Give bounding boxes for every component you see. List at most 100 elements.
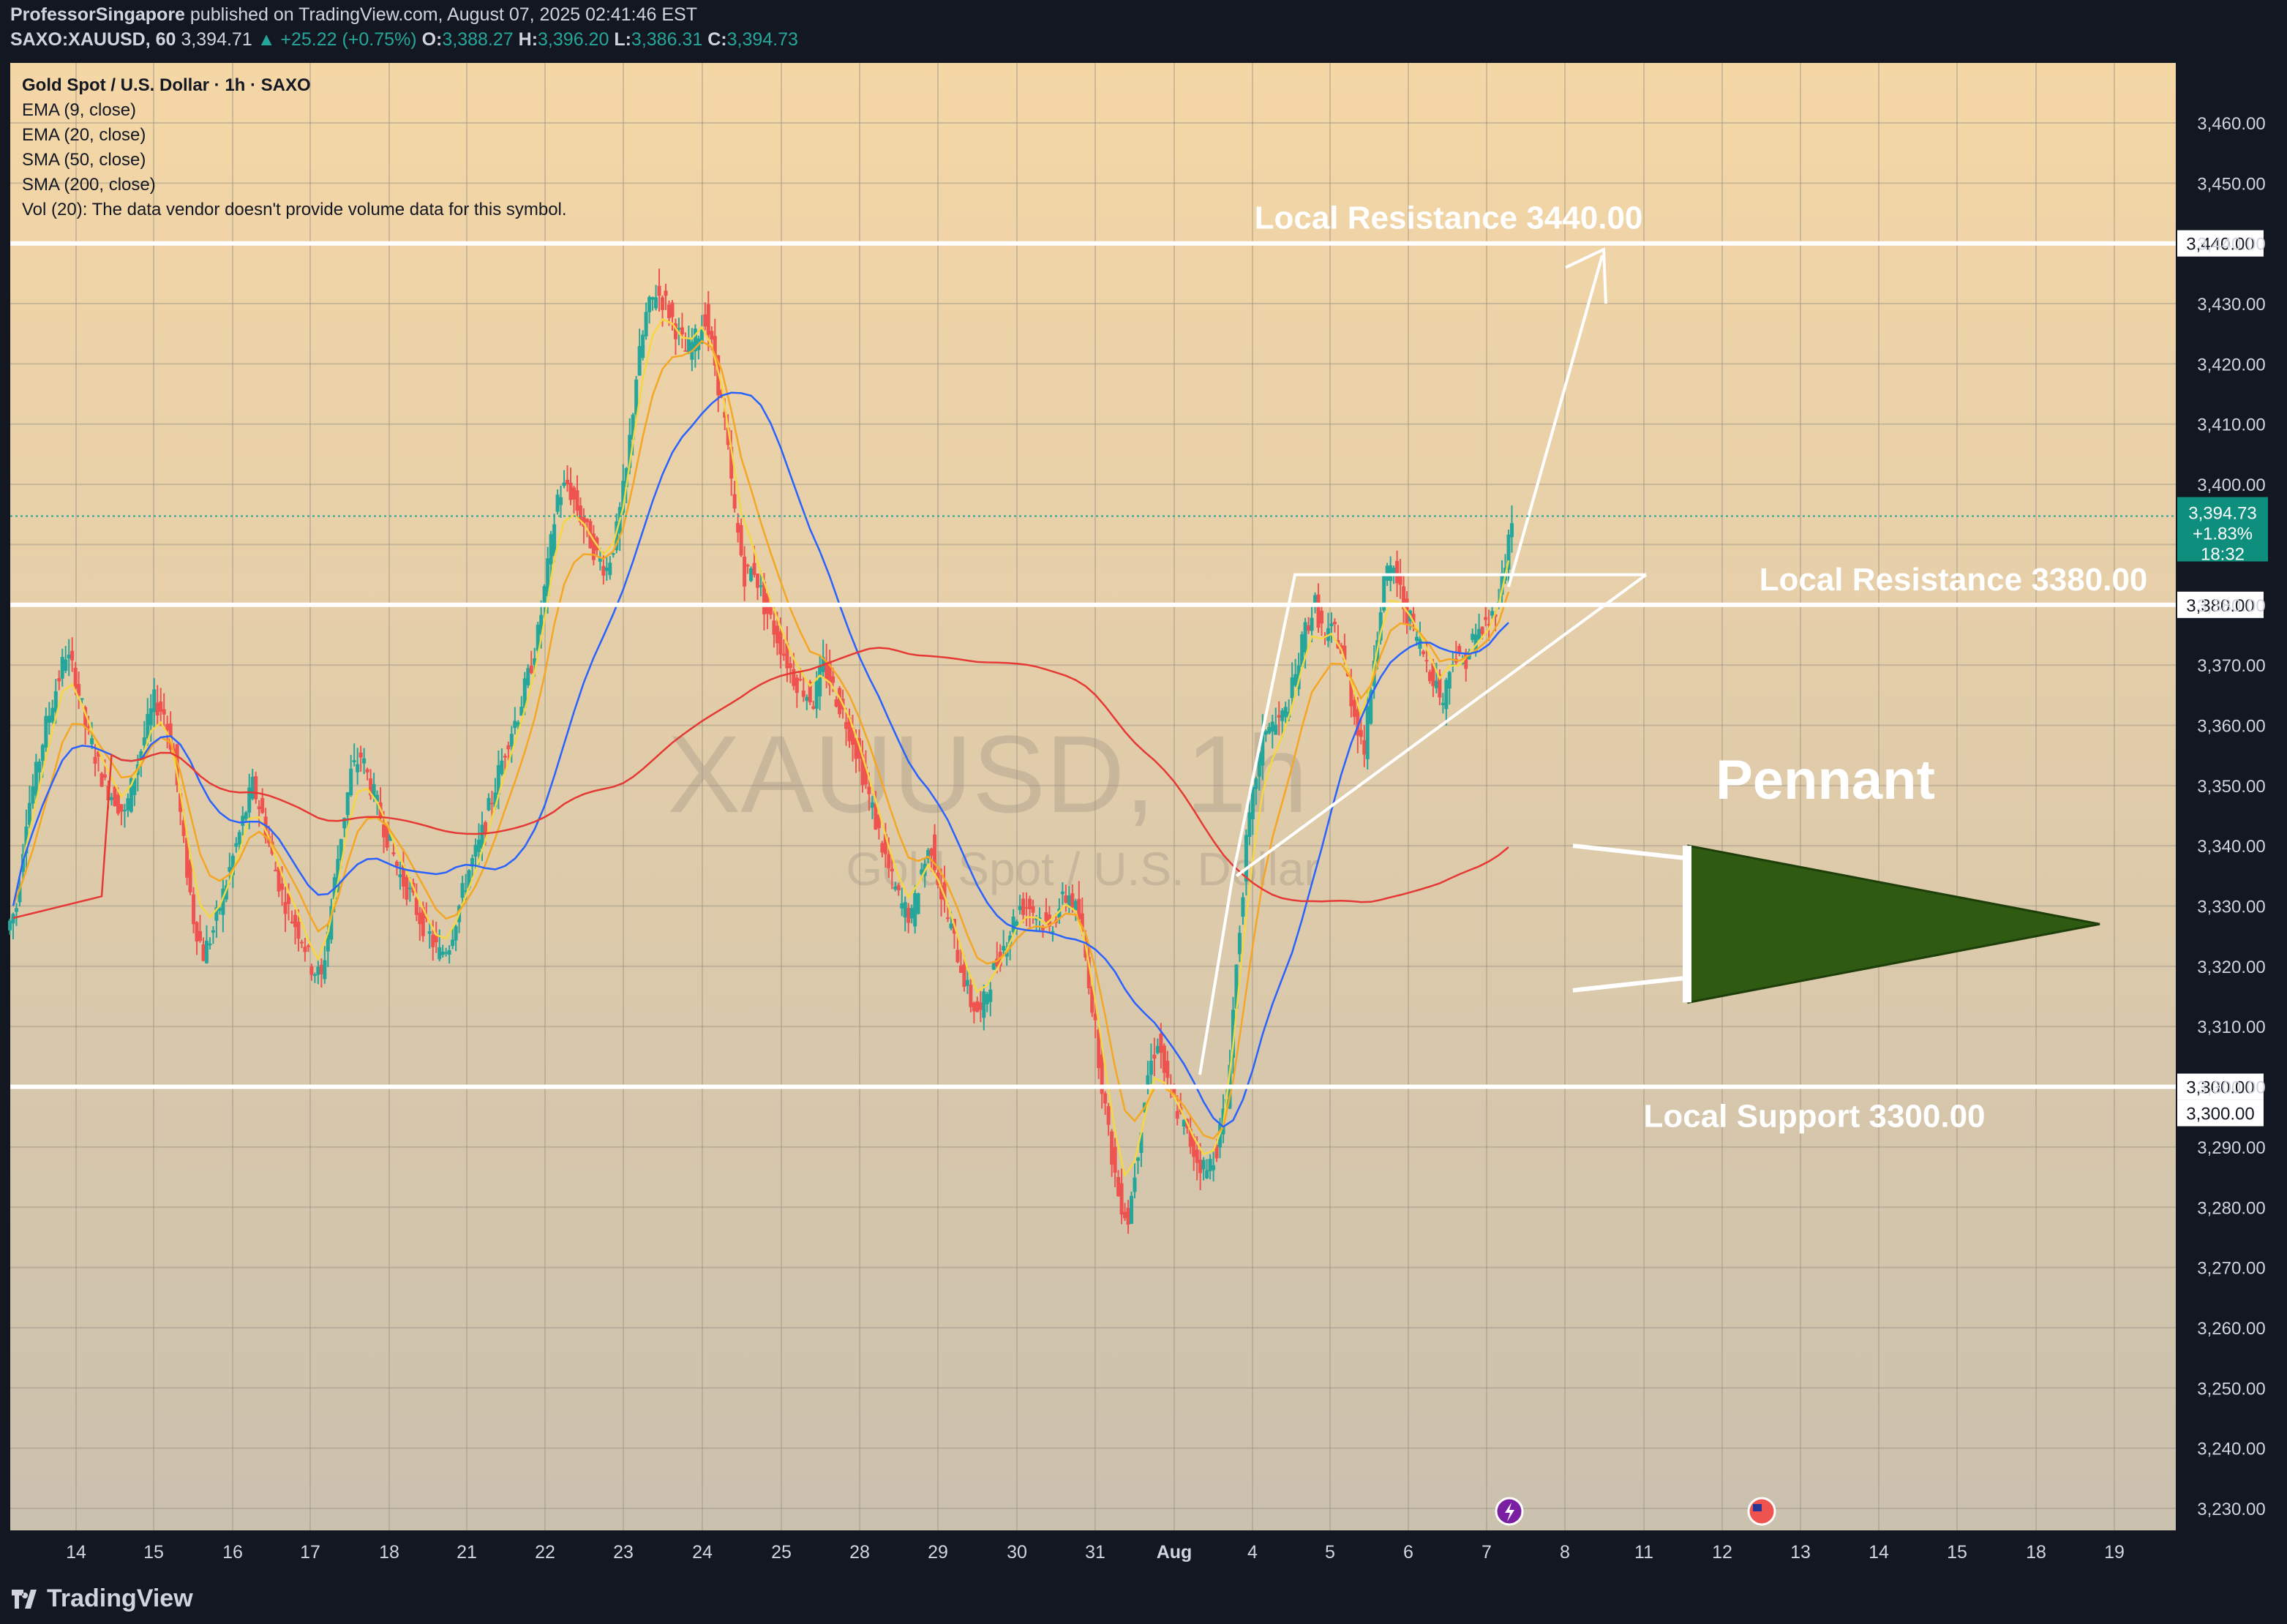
candle-body <box>224 885 228 900</box>
legend-ema9[interactable]: EMA (9, close) <box>22 100 137 120</box>
x-tick-label: 14 <box>1869 1542 1889 1563</box>
candle-body <box>394 862 399 867</box>
candle-body <box>1015 921 1019 927</box>
legend-ema20[interactable]: EMA (20, close) <box>22 125 146 145</box>
candle-body <box>1214 1145 1219 1159</box>
x-tick-label: 8 <box>1560 1542 1570 1563</box>
candle-body <box>323 960 327 980</box>
legend-title[interactable]: Gold Spot / U.S. Dollar · 1h · SAXO <box>22 75 311 95</box>
candle-body <box>965 980 969 986</box>
candle-body <box>192 894 196 925</box>
candle-body <box>309 966 314 975</box>
candle-body <box>1192 1136 1196 1157</box>
candle-body <box>277 867 281 892</box>
candle-body <box>539 614 544 635</box>
candle-body <box>483 822 487 834</box>
candle-body <box>591 533 596 560</box>
candle-body <box>1490 611 1495 616</box>
candle-body <box>516 722 520 726</box>
candle-body <box>634 379 639 415</box>
candle-body <box>90 738 94 745</box>
x-tick-label: 13 <box>1790 1542 1811 1563</box>
y-tick-label: 3,270.00 <box>2197 1259 2265 1279</box>
candle-body <box>263 816 268 838</box>
candle-body <box>188 860 192 892</box>
candle-body <box>847 717 852 742</box>
candle-body <box>1100 1054 1104 1094</box>
y-tick-label: 3,260.00 <box>2197 1319 2265 1339</box>
candle-body <box>201 944 206 961</box>
tradingview-logo-icon <box>12 1589 37 1609</box>
legend-sma50[interactable]: SMA (50, close) <box>22 150 146 170</box>
symbol-ohlc-line: SAXO:XAUUSD, 60 3,394.71 ▲ +25.22 (+0.75… <box>10 29 798 50</box>
candle-body <box>477 839 481 852</box>
candle-body <box>775 625 779 644</box>
x-tick-label: 4 <box>1247 1542 1258 1563</box>
x-tick-label: 12 <box>1712 1542 1732 1563</box>
candle-body <box>306 945 310 947</box>
candle-body <box>624 467 628 488</box>
x-tick-label: 21 <box>457 1542 477 1563</box>
candle-body <box>352 760 356 763</box>
candle-body <box>1037 917 1042 920</box>
candle-body <box>1441 702 1445 705</box>
legend-volume[interactable]: Vol (20): The data vendor doesn't provid… <box>22 200 567 219</box>
price-tag-text: 18:32 <box>2201 544 2245 564</box>
candle-body <box>552 524 557 557</box>
candle-body <box>1464 653 1468 669</box>
candle-body <box>739 525 743 556</box>
price-axis[interactable]: 3,230.00 3,240.00 3,250.00 3,260.00 3,270.00… <box>2197 114 2265 1519</box>
candle-body <box>44 715 48 748</box>
legend-sma200[interactable]: SMA (200, close) <box>22 175 156 195</box>
candle-body <box>572 487 576 500</box>
candle-body <box>637 346 642 376</box>
candle-body <box>312 974 317 977</box>
candle-body <box>909 908 914 919</box>
ema20-line <box>12 339 1510 1140</box>
candle-body <box>536 625 540 651</box>
candle-body <box>369 778 373 796</box>
open-value: 3,388.27 <box>442 29 514 50</box>
candle-body <box>1395 560 1400 584</box>
candle-body <box>723 412 727 418</box>
candle-body <box>575 490 579 511</box>
candle-body <box>67 654 71 659</box>
candle-body <box>1332 622 1337 625</box>
event-markers[interactable] <box>1495 1497 1776 1526</box>
candle-body <box>1438 674 1442 698</box>
x-tick-label: 16 <box>222 1542 243 1563</box>
candle-body <box>451 939 455 947</box>
candle-body <box>444 952 448 954</box>
price-tag-text: 3,394.73 <box>2188 503 2256 523</box>
candle-body <box>814 680 819 709</box>
candle-body <box>152 689 157 713</box>
candle-body <box>358 752 363 758</box>
candle-body <box>431 934 435 947</box>
candle-body <box>1310 617 1314 631</box>
last-price: 3,394.71 <box>181 29 252 50</box>
candle-body <box>1382 575 1386 611</box>
candle-body <box>1290 677 1294 699</box>
tradingview-brand[interactable]: TradingView <box>12 1584 193 1613</box>
candle-body <box>1313 595 1318 606</box>
candle-body <box>995 958 999 966</box>
candle-body <box>1349 680 1353 707</box>
candle-body <box>650 297 655 300</box>
candle-body <box>867 786 871 794</box>
candle-body <box>972 1002 976 1012</box>
y-tick-label: 3,250.00 <box>2197 1379 2265 1399</box>
candle-body <box>1212 1165 1216 1170</box>
candle-body <box>549 534 553 565</box>
publisher-name[interactable]: ProfessorSingapore <box>10 4 185 25</box>
candle-body <box>926 849 931 860</box>
candle-body <box>1316 594 1321 628</box>
candle-body <box>1352 699 1356 717</box>
candle-body <box>615 521 619 550</box>
candle-body <box>1447 672 1452 689</box>
candle-body <box>762 582 766 614</box>
price-tag-text: +1.83% <box>2193 524 2253 544</box>
candle-body <box>958 965 963 973</box>
time-axis[interactable]: 14 15 16 17 18 21 22 23 24 25 28 29 30 31 Aug 4 5 6 7 8 11 12… <box>66 1542 2125 1563</box>
candle-body <box>460 883 465 898</box>
